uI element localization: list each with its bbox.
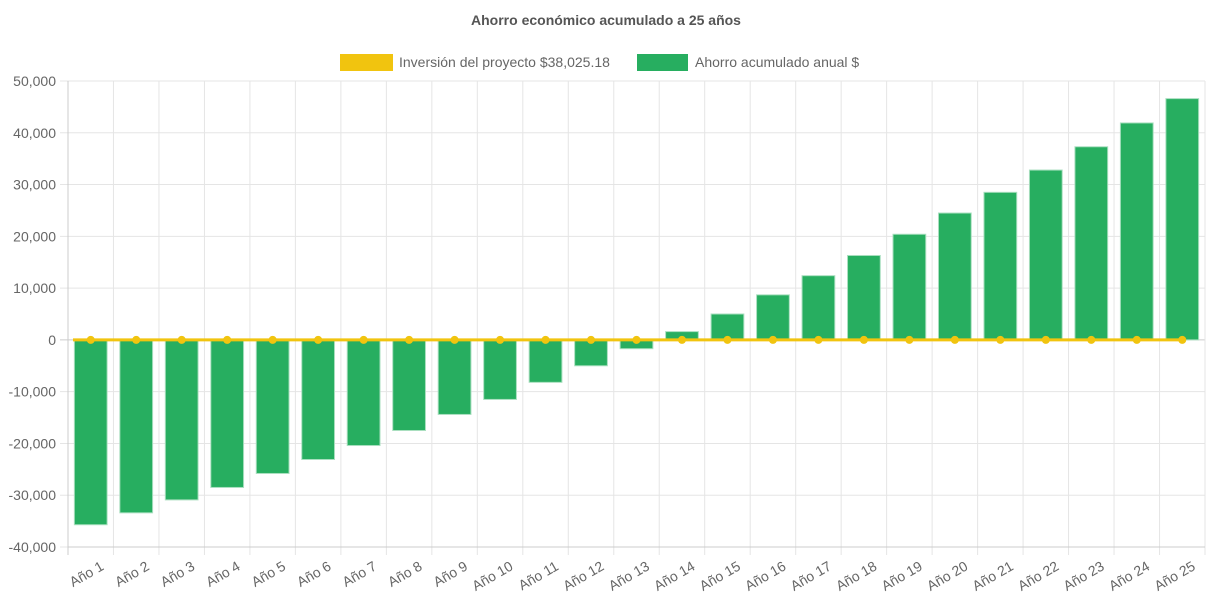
investment-line bbox=[73, 335, 1187, 344]
x-tick-label: Año 1 bbox=[67, 558, 107, 590]
bar bbox=[528, 339, 563, 383]
y-tick-label: 50,000 bbox=[13, 73, 56, 89]
bar bbox=[392, 339, 426, 431]
legend: Inversión del proyecto $38,025.18 Ahorro… bbox=[340, 54, 859, 71]
x-tick-label: Año 19 bbox=[878, 558, 925, 594]
bar bbox=[1119, 122, 1154, 341]
legend-swatch-savings[interactable] bbox=[637, 54, 688, 71]
legend-label-investment[interactable]: Inversión del proyecto $38,025.18 bbox=[399, 54, 610, 70]
bar bbox=[1074, 146, 1109, 341]
bar bbox=[1028, 169, 1063, 341]
y-tick-label: -40,000 bbox=[9, 539, 57, 555]
x-tick-label: Año 22 bbox=[1015, 558, 1062, 594]
investment-point bbox=[86, 335, 95, 344]
investment-point bbox=[405, 335, 414, 344]
bar bbox=[301, 339, 336, 460]
x-tick-label: Año 24 bbox=[1106, 558, 1153, 594]
investment-point bbox=[768, 335, 777, 344]
x-tick-label: Año 16 bbox=[742, 558, 789, 594]
investment-point bbox=[450, 335, 459, 344]
x-tick-label: Año 14 bbox=[651, 558, 698, 594]
x-tick-label: Año 21 bbox=[969, 558, 1016, 594]
x-tick-label: Año 8 bbox=[385, 558, 425, 590]
investment-point bbox=[177, 335, 186, 344]
y-tick-label: 30,000 bbox=[13, 177, 56, 193]
investment-point bbox=[1041, 335, 1050, 344]
bar bbox=[801, 275, 836, 341]
y-tick-label: -30,000 bbox=[9, 487, 57, 503]
x-tick-label: Año 2 bbox=[112, 558, 152, 590]
investment-point bbox=[359, 335, 368, 344]
investment-point bbox=[1178, 335, 1187, 344]
x-tick-label: Año 15 bbox=[697, 558, 744, 594]
x-tick-label: Año 9 bbox=[430, 558, 470, 590]
bar bbox=[255, 339, 290, 474]
bar bbox=[710, 313, 745, 341]
bar bbox=[164, 339, 199, 501]
x-axis: Año 1 Año 2 Año 3 Año 4 Año 5 Año 6 Año 7 Año 8… bbox=[67, 558, 1198, 594]
y-tick-label: -20,000 bbox=[9, 435, 57, 451]
bar bbox=[73, 339, 108, 526]
x-tick-label: Año 7 bbox=[339, 558, 379, 590]
legend-swatch-investment[interactable] bbox=[340, 54, 393, 71]
legend-label-savings[interactable]: Ahorro acumulado anual $ bbox=[695, 54, 859, 70]
x-tick-label: Año 10 bbox=[469, 558, 516, 594]
investment-point bbox=[223, 335, 232, 344]
bar bbox=[210, 339, 245, 488]
bar bbox=[119, 339, 154, 514]
bar bbox=[437, 339, 472, 415]
bar bbox=[756, 294, 790, 341]
investment-point bbox=[541, 335, 550, 344]
x-tick-label: Año 17 bbox=[787, 558, 834, 594]
x-tick-label: Año 3 bbox=[158, 558, 198, 590]
investment-point bbox=[587, 335, 596, 344]
bar bbox=[346, 339, 381, 447]
x-tick-label: Año 6 bbox=[294, 558, 334, 590]
bar bbox=[983, 191, 1018, 341]
x-tick-label: Año 4 bbox=[203, 558, 243, 590]
bar bbox=[847, 254, 881, 341]
x-tick-label: Año 12 bbox=[560, 558, 607, 594]
investment-point bbox=[1132, 335, 1141, 344]
investment-point bbox=[314, 335, 323, 344]
y-tick-label: 10,000 bbox=[13, 280, 56, 296]
bar bbox=[1165, 98, 1200, 341]
x-tick-label: Año 11 bbox=[516, 558, 562, 594]
y-tick-label: 20,000 bbox=[13, 228, 56, 244]
x-tick-label: Año 5 bbox=[248, 558, 288, 590]
chart-title: Ahorro económico acumulado a 25 años bbox=[471, 12, 741, 28]
investment-point bbox=[814, 335, 823, 344]
bar bbox=[892, 233, 927, 341]
x-tick-label: Año 18 bbox=[833, 558, 880, 594]
y-tick-label: 0 bbox=[48, 332, 56, 348]
x-tick-label: Año 25 bbox=[1151, 558, 1198, 594]
y-tick-label: 40,000 bbox=[13, 125, 56, 141]
x-tick-label: Año 20 bbox=[924, 558, 971, 594]
bars bbox=[73, 98, 1200, 526]
bar bbox=[483, 339, 517, 400]
investment-point bbox=[677, 335, 686, 344]
investment-point bbox=[268, 335, 277, 344]
investment-point bbox=[1087, 335, 1096, 344]
investment-point bbox=[996, 335, 1005, 344]
investment-point bbox=[723, 335, 732, 344]
investment-point bbox=[496, 335, 505, 344]
y-axis: 50,000 40,000 30,000 20,000 10,000 0 -10,000 -2… bbox=[9, 73, 57, 555]
x-tick-label: Año 13 bbox=[606, 558, 653, 594]
bar bbox=[937, 212, 972, 341]
investment-point bbox=[132, 335, 141, 344]
investment-point bbox=[905, 335, 914, 344]
investment-point bbox=[950, 335, 959, 344]
investment-point bbox=[632, 335, 641, 344]
y-tick-label: -10,000 bbox=[9, 384, 57, 400]
x-tick-label: Año 23 bbox=[1060, 558, 1107, 594]
investment-point bbox=[859, 335, 868, 344]
